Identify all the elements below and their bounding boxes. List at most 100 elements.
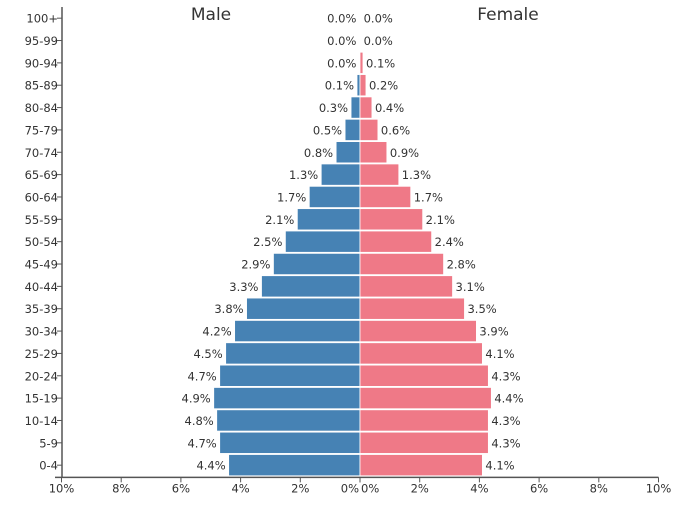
y-tick-65-69: 65-69: [25, 168, 58, 182]
label-male-10-14: 4.8%: [185, 414, 214, 428]
x-tick-left-10%: 10%: [49, 481, 75, 495]
label-male-95-99: 0.0%: [327, 34, 356, 48]
label-male-75-79: 0.5%: [313, 123, 342, 137]
y-tick-45-49: 45-49: [25, 258, 58, 272]
bar-female-30-34: [359, 319, 477, 343]
bar-male-40-44: [261, 275, 361, 298]
bar-female-20-24: [359, 364, 489, 387]
label-female-75-79: 0.6%: [381, 123, 410, 137]
bar-female-80-84: [359, 96, 373, 119]
label-male-15-19: 4.9%: [182, 392, 211, 406]
x-tick-right-0%: 0%: [361, 481, 379, 495]
label-female-25-29: 4.1%: [485, 347, 514, 361]
label-male-70-74: 0.8%: [304, 146, 333, 160]
label-female-10-14: 4.3%: [491, 414, 520, 428]
label-male-90-94: 0.0%: [327, 56, 356, 70]
label-male-40-44: 3.3%: [229, 280, 258, 294]
bar-female-10-14: [359, 409, 489, 432]
bar-female-45-49: [359, 252, 444, 276]
bar-male-0-4: [228, 454, 361, 477]
bar-female-70-74: [359, 141, 388, 164]
bar-female-75-79: [359, 118, 379, 141]
x-tick-left-8%: 8%: [112, 481, 130, 495]
male-label: Male: [191, 5, 231, 25]
label-male-25-29: 4.5%: [193, 347, 222, 361]
label-female-20-24: 4.3%: [491, 369, 520, 383]
label-male-20-24: 4.7%: [187, 369, 216, 383]
x-tick-left-2%: 2%: [291, 481, 309, 495]
label-female-80-84: 0.4%: [375, 101, 404, 115]
x-tick-left-4%: 4%: [231, 481, 249, 495]
bar-male-5-9: [219, 431, 361, 454]
label-female-0-4: 4.1%: [485, 459, 514, 473]
bar-female-55-59: [359, 208, 424, 231]
label-female-30-34: 3.9%: [479, 325, 508, 339]
bar-male-85-89: [356, 74, 361, 97]
y-tick-15-19: 15-19: [25, 392, 58, 406]
label-male-85-89: 0.1%: [325, 79, 354, 93]
bar-male-60-64: [308, 185, 361, 209]
y-tick-35-39: 35-39: [25, 302, 58, 316]
bar-female-0-4: [359, 454, 483, 477]
y-tick-85-89: 85-89: [25, 79, 58, 93]
bar-male-20-24: [219, 364, 361, 387]
y-tick-25-29: 25-29: [25, 347, 58, 361]
label-male-5-9: 4.7%: [187, 436, 216, 450]
bar-male-55-59: [296, 208, 361, 231]
bar-female-25-29: [359, 342, 483, 365]
bar-female-90-94: [359, 51, 364, 74]
bar-female-95-99: [359, 29, 362, 52]
bar-male-10-14: [216, 409, 361, 432]
bar-male-70-74: [335, 141, 361, 164]
label-male-35-39: 3.8%: [214, 302, 243, 316]
label-female-35-39: 3.5%: [467, 302, 496, 316]
label-male-60-64: 1.7%: [277, 190, 306, 204]
label-male-100+: 0.0%: [327, 12, 356, 26]
y-tick-70-74: 70-74: [25, 146, 58, 160]
y-tick-80-84: 80-84: [25, 101, 58, 115]
label-male-50-54: 2.5%: [253, 235, 282, 249]
x-tick-left-6%: 6%: [172, 481, 190, 495]
bar-female-85-89: [359, 74, 367, 97]
label-female-95-99: 0.0%: [364, 34, 393, 48]
y-tick-55-59: 55-59: [25, 213, 58, 227]
label-female-85-89: 0.2%: [369, 79, 398, 93]
label-male-80-84: 0.3%: [319, 101, 348, 115]
x-tick-right-10%: 10%: [646, 481, 672, 495]
bar-female-60-64: [359, 185, 412, 209]
y-tick-10-14: 10-14: [25, 414, 58, 428]
label-female-15-19: 4.4%: [494, 392, 523, 406]
label-female-5-9: 4.3%: [491, 436, 520, 450]
label-female-45-49: 2.8%: [447, 258, 476, 272]
bar-male-30-34: [234, 319, 361, 343]
bar-male-15-19: [213, 387, 361, 410]
bar-female-65-69: [359, 163, 400, 186]
label-female-55-59: 2.1%: [426, 213, 455, 227]
label-female-65-69: 1.3%: [402, 168, 431, 182]
y-tick-50-54: 50-54: [25, 235, 58, 249]
y-tick-75-79: 75-79: [25, 123, 58, 137]
bar-female-40-44: [359, 275, 453, 298]
x-tick-right-2%: 2%: [411, 481, 429, 495]
y-tick-40-44: 40-44: [25, 280, 58, 294]
x-tick-right-4%: 4%: [470, 481, 488, 495]
label-male-30-34: 4.2%: [202, 325, 231, 339]
bar-male-25-29: [225, 342, 361, 365]
y-tick-20-24: 20-24: [25, 369, 58, 383]
label-male-55-59: 2.1%: [265, 213, 294, 227]
y-tick-0-4: 0-4: [39, 459, 58, 473]
bar-male-75-79: [344, 118, 361, 141]
bar-male-45-49: [273, 252, 361, 276]
y-tick-90-94: 90-94: [25, 56, 58, 70]
x-tick-right-6%: 6%: [530, 481, 548, 495]
y-tick-5-9: 5-9: [39, 436, 58, 450]
x-tick-right-8%: 8%: [590, 481, 608, 495]
bar-female-50-54: [359, 230, 433, 253]
bar-male-80-84: [350, 96, 361, 119]
bar-female-35-39: [359, 297, 465, 320]
female-label: Female: [477, 5, 538, 25]
bar-male-65-69: [320, 163, 361, 186]
y-tick-30-34: 30-34: [25, 325, 58, 339]
label-female-90-94: 0.1%: [366, 56, 395, 70]
